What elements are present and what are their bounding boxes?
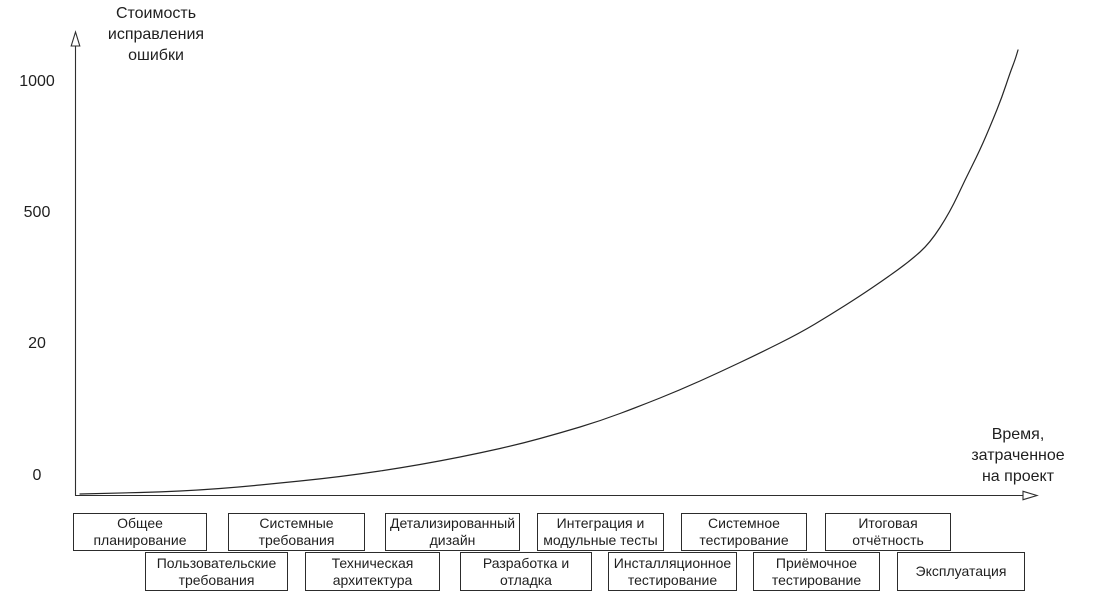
phase-box-user-requirements: Пользовательские требования — [145, 552, 288, 591]
y-tick-1000: 1000 — [19, 73, 55, 90]
x-axis-title: Время, затраченное на проект — [971, 426, 1065, 485]
phase-box-final-reporting: Итоговая отчётность — [825, 513, 951, 551]
y-tick-500: 500 — [23, 204, 51, 221]
phase-box-development-debugging: Разработка и отладка — [460, 552, 592, 591]
phase-box-detailed-design: Детализированный дизайн — [385, 513, 520, 551]
cost-growth-curve — [79, 49, 1019, 495]
phase-box-operation: Эксплуатация — [897, 552, 1025, 591]
y-axis-arrowhead-icon — [70, 30, 81, 47]
phase-box-system-testing: Системное тестирование — [681, 513, 807, 551]
phase-box-system-requirements: Системные требования — [228, 513, 365, 551]
phase-box-installation-testing: Инсталляционное тестирование — [608, 552, 737, 591]
phase-box-acceptance-testing: Приёмочное тестирование — [753, 552, 880, 591]
y-axis-title: Стоимость исправления ошибки — [107, 5, 205, 64]
phase-box-technical-architecture: Техническая архитектура — [305, 552, 440, 591]
phase-box-integration-module-tests: Интеграция и модульные тесты — [537, 513, 664, 551]
x-axis-arrowhead-icon — [1022, 490, 1039, 501]
phase-box-general-planning: Общее планирование — [73, 513, 207, 551]
y-tick-20: 20 — [28, 335, 46, 352]
y-tick-0: 0 — [32, 467, 42, 484]
